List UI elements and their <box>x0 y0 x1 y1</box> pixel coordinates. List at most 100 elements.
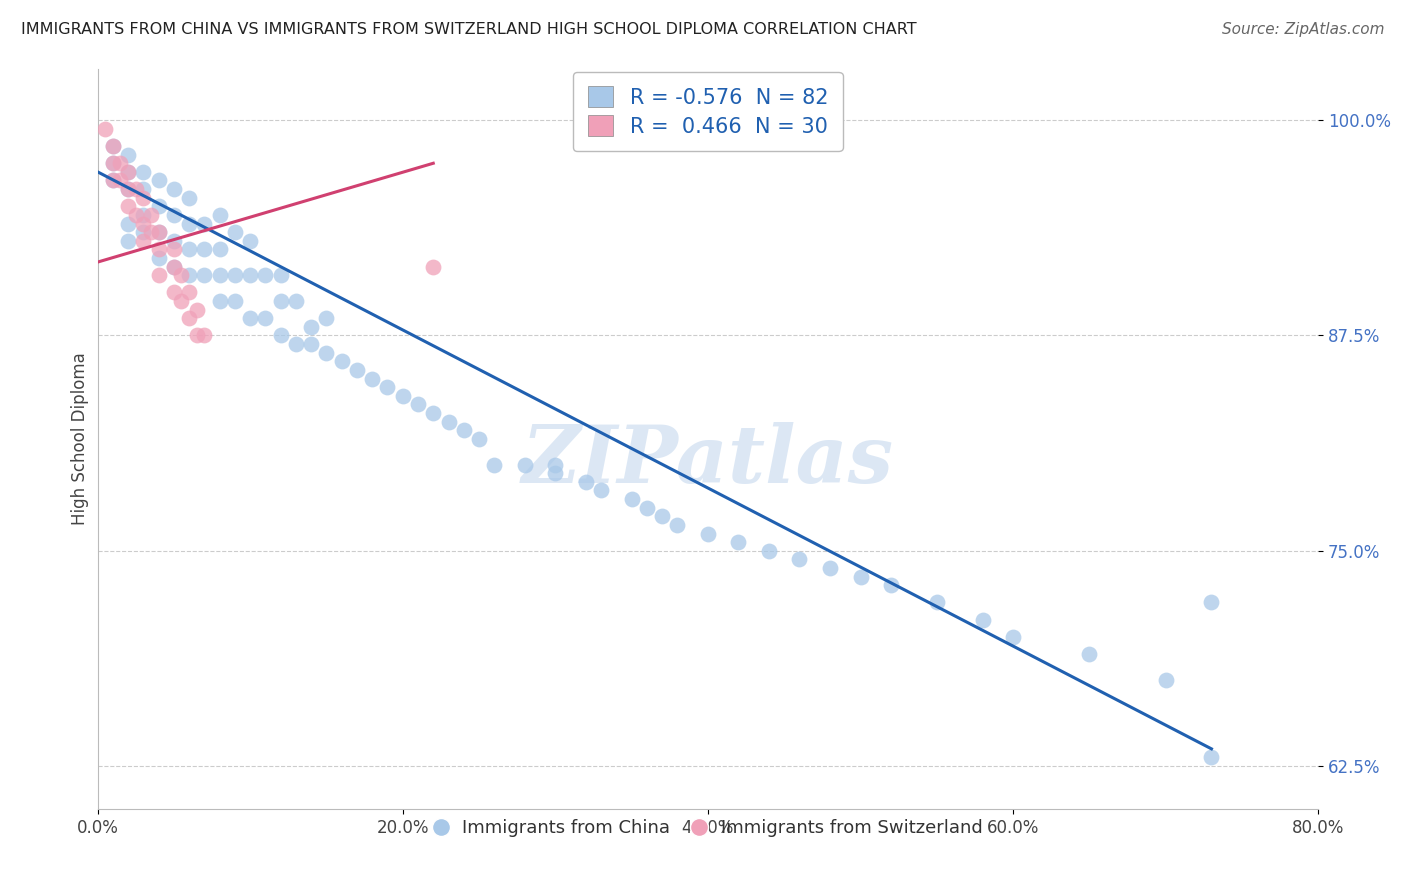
Text: ZIPatlas: ZIPatlas <box>522 422 894 500</box>
Point <box>422 260 444 274</box>
Point <box>193 328 215 343</box>
Point <box>148 251 170 265</box>
Point <box>186 328 208 343</box>
Point <box>270 293 292 308</box>
Point <box>117 182 139 196</box>
Point <box>110 156 132 170</box>
Point <box>636 500 658 515</box>
Point <box>179 243 201 257</box>
Point <box>148 268 170 283</box>
Point <box>101 156 124 170</box>
Point <box>132 165 155 179</box>
Point <box>620 492 643 507</box>
Point <box>139 225 162 239</box>
Point <box>224 225 246 239</box>
Point <box>163 208 186 222</box>
Point <box>315 345 337 359</box>
Point <box>299 337 322 351</box>
Point <box>239 268 262 283</box>
Point <box>468 432 491 446</box>
Point <box>163 260 186 274</box>
Point <box>818 561 841 575</box>
Point <box>132 191 155 205</box>
Point <box>239 311 262 326</box>
Point <box>284 293 307 308</box>
Point <box>125 182 148 196</box>
Point <box>422 406 444 420</box>
Point <box>925 595 948 609</box>
Point <box>125 208 148 222</box>
Point <box>330 354 353 368</box>
Point <box>1002 630 1025 644</box>
Point <box>163 260 186 274</box>
Point <box>101 139 124 153</box>
Point <box>880 578 903 592</box>
Point <box>513 458 536 472</box>
Point <box>453 423 475 437</box>
Point <box>148 243 170 257</box>
Point <box>208 208 231 222</box>
Point <box>666 518 689 533</box>
Point <box>179 268 201 283</box>
Text: Source: ZipAtlas.com: Source: ZipAtlas.com <box>1222 22 1385 37</box>
Point <box>163 285 186 300</box>
Point <box>101 173 124 187</box>
Y-axis label: High School Diploma: High School Diploma <box>72 352 89 525</box>
Point <box>148 173 170 187</box>
Point <box>299 319 322 334</box>
Point <box>101 156 124 170</box>
Point <box>117 217 139 231</box>
Point <box>101 173 124 187</box>
Point <box>346 363 368 377</box>
Point <box>224 268 246 283</box>
Point <box>406 397 429 411</box>
Point <box>101 139 124 153</box>
Point <box>193 243 215 257</box>
Point <box>132 225 155 239</box>
Point <box>254 268 277 283</box>
Point <box>208 243 231 257</box>
Point <box>270 328 292 343</box>
Point <box>544 467 567 481</box>
Point <box>117 199 139 213</box>
Point <box>315 311 337 326</box>
Point <box>484 458 506 472</box>
Point <box>224 293 246 308</box>
Point <box>789 552 811 566</box>
Point <box>117 234 139 248</box>
Point <box>94 121 117 136</box>
Point <box>179 217 201 231</box>
Point <box>148 225 170 239</box>
Point <box>179 311 201 326</box>
Point <box>179 285 201 300</box>
Point <box>163 182 186 196</box>
Point <box>1154 673 1177 687</box>
Point <box>391 389 413 403</box>
Point <box>132 217 155 231</box>
Point <box>254 311 277 326</box>
Point <box>132 234 155 248</box>
Point <box>727 535 749 549</box>
Point <box>208 293 231 308</box>
Point <box>1078 647 1101 661</box>
Point <box>575 475 598 489</box>
Point <box>1201 595 1223 609</box>
Text: IMMIGRANTS FROM CHINA VS IMMIGRANTS FROM SWITZERLAND HIGH SCHOOL DIPLOMA CORRELA: IMMIGRANTS FROM CHINA VS IMMIGRANTS FROM… <box>21 22 917 37</box>
Point <box>163 243 186 257</box>
Point <box>132 182 155 196</box>
Point <box>361 371 384 385</box>
Point <box>651 509 673 524</box>
Point <box>117 147 139 161</box>
Point <box>110 173 132 187</box>
Point <box>1201 750 1223 764</box>
Point <box>284 337 307 351</box>
Point <box>148 199 170 213</box>
Point <box>972 613 994 627</box>
Point <box>148 225 170 239</box>
Point <box>170 268 193 283</box>
Point <box>377 380 399 394</box>
Point <box>849 569 872 583</box>
Point <box>239 234 262 248</box>
Point <box>208 268 231 283</box>
Point <box>193 217 215 231</box>
